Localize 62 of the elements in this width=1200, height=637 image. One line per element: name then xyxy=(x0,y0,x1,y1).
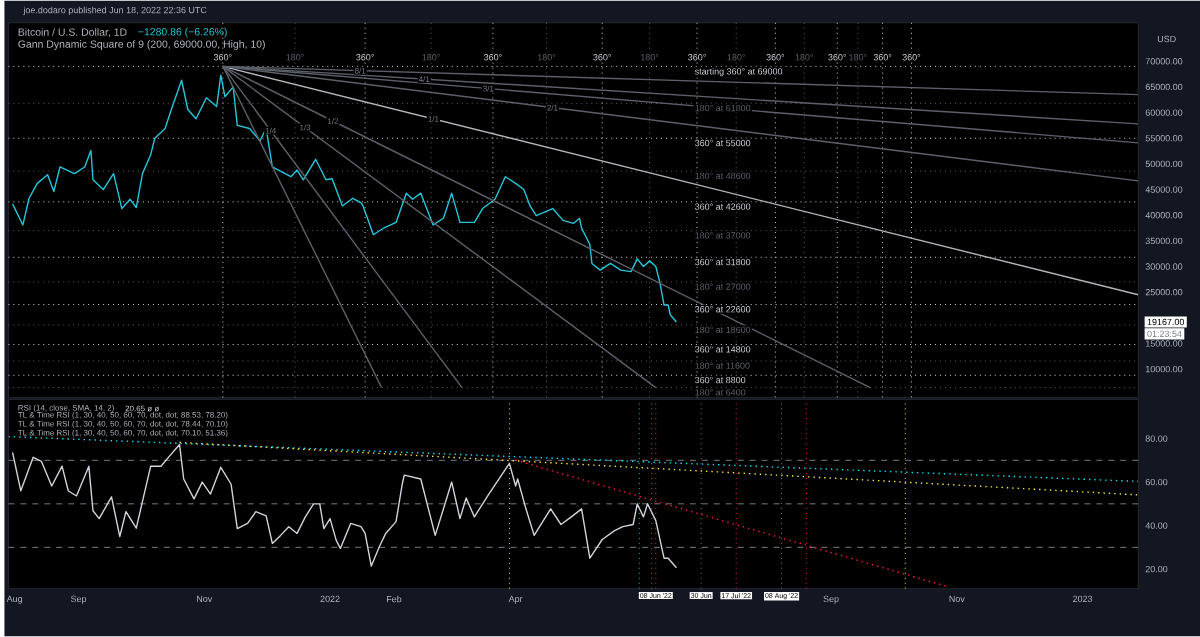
y-tick-label: 35000.00 xyxy=(1145,237,1183,245)
ref-line-label: 360° xyxy=(766,54,785,61)
ref-line-label: 180° xyxy=(537,54,556,61)
ref-line-label: 360° xyxy=(593,54,611,61)
x-tick-label: Nov xyxy=(197,595,213,603)
ref-line-label: 360° at 8800 xyxy=(695,377,746,384)
ref-line-label: 180° at 27000 xyxy=(695,283,751,291)
y-tick-label: 65000.00 xyxy=(1145,84,1183,91)
y-tick-label: 40.00 xyxy=(1145,522,1168,530)
ref-line-label: starting 360° at 69000 xyxy=(694,68,783,77)
ref-line-label: 180° xyxy=(641,54,659,61)
ref-line-label: 180° at 61800 xyxy=(695,105,751,112)
text: 01:23:54 xyxy=(1147,330,1182,338)
x-tick-label: Nov xyxy=(949,595,965,603)
y-tick-label: 40000.00 xyxy=(1145,212,1183,219)
y-tick-label: 15000.00 xyxy=(1145,340,1183,347)
y-tick-label: 20.00 xyxy=(1145,566,1168,573)
y-tick-label: 45000.00 xyxy=(1145,186,1183,193)
y-tick-label: 50000.00 xyxy=(1145,160,1183,168)
ref-line-label: 360° at 42600 xyxy=(695,203,751,211)
ref-line-label: 360° xyxy=(688,54,706,61)
y-tick-label: 60000.00 xyxy=(1145,109,1183,117)
ref-line-label: 180° xyxy=(286,54,304,61)
ref-line-label: 180° at 6400 xyxy=(695,389,746,396)
ref-line-label: 360° at 55000 xyxy=(695,140,751,147)
x-tick-label: 2023 xyxy=(1073,595,1093,603)
ref-line-label: 360° at 31800 xyxy=(695,259,751,266)
y-axis-title: USD xyxy=(1157,36,1176,43)
y-tick-label: 60.00 xyxy=(1145,479,1168,486)
ref-line-label: 360° at 14800 xyxy=(695,346,751,353)
y-tick-label: 80.00 xyxy=(1145,435,1168,442)
x-tick-label: Sep xyxy=(70,595,87,605)
x-tick-label: 2022 xyxy=(320,595,340,603)
ref-line-label: 360° xyxy=(484,54,502,61)
ref-line-label: 360° xyxy=(902,54,921,61)
ref-line-label: 360° xyxy=(213,54,232,61)
y-tick-label: 25000.00 xyxy=(1145,289,1183,296)
ref-line-label: 180° xyxy=(795,54,813,61)
y-tick-label: 55000.00 xyxy=(1145,135,1183,142)
ref-line-label: 360° at 22600 xyxy=(695,306,751,313)
ref-line-label: 180° at 18600 xyxy=(695,326,751,334)
ref-line-label: 360° xyxy=(873,54,892,61)
x-tick-label: Aug xyxy=(6,595,23,605)
chart-subtitle: −1280.86 (−6.26%) xyxy=(138,27,227,38)
y-tick-label: 70000.00 xyxy=(1145,58,1183,65)
x-tick-label: Apr xyxy=(508,595,523,605)
x-tick-label: Feb xyxy=(387,595,402,603)
x-tick-label: Sep xyxy=(823,595,839,605)
ref-line-label: 180° at 37000 xyxy=(695,232,751,239)
chart-title: Bitcoin / U.S. Dollar, 1D xyxy=(18,28,127,38)
annotation: Gann Dynamic Square of 9 (200, 69000.00, High, 10) xyxy=(18,40,265,51)
y-tick-label: 10000.00 xyxy=(1145,366,1183,373)
ref-line-label: 180° xyxy=(422,54,440,61)
y-tick-label: 30000.00 xyxy=(1145,263,1183,270)
ref-line-label: 360° xyxy=(356,54,374,61)
text: 19167.00 xyxy=(1147,319,1185,326)
ref-line-label: 180° xyxy=(849,54,867,61)
ref-line-label: 180° xyxy=(727,54,745,61)
text: joe.dodaro published Jun 18, 2022 22:36 UTC xyxy=(23,6,207,16)
ref-line-label: 360° xyxy=(828,54,846,61)
ref-line-label: 180° at 48600 xyxy=(695,172,751,180)
ref-line-label: 180° at 11600 xyxy=(695,362,750,370)
